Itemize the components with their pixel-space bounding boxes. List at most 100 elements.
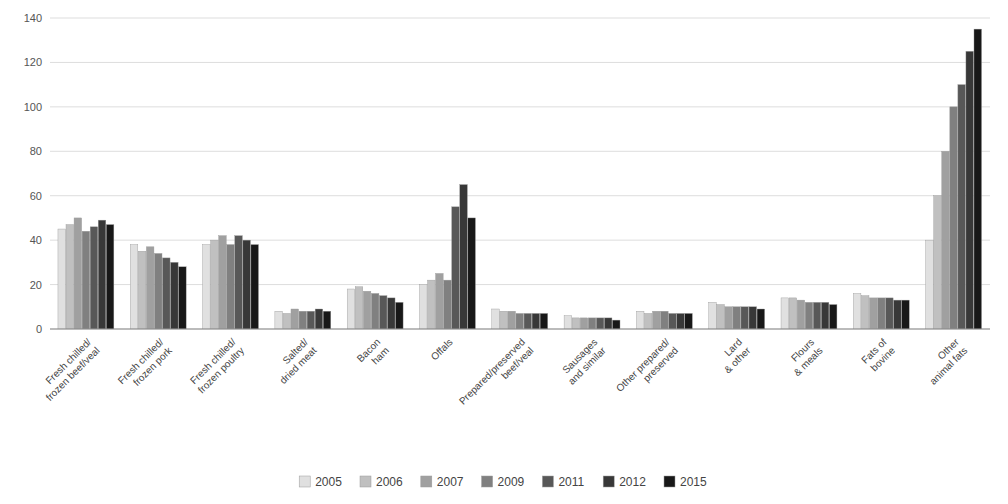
x-tick-label-line: frozen beef/veal xyxy=(44,345,102,403)
bar xyxy=(396,302,404,329)
bar xyxy=(516,313,524,329)
bar xyxy=(813,302,821,329)
x-axis-line xyxy=(50,329,990,330)
bar xyxy=(580,318,588,329)
bar xyxy=(98,220,106,329)
bar xyxy=(74,218,82,329)
bar xyxy=(878,298,886,329)
grid-line xyxy=(50,329,990,330)
bar xyxy=(677,313,685,329)
y-tick-label: 120 xyxy=(24,56,42,68)
y-tick-label: 20 xyxy=(30,279,42,291)
x-tick-label-line: & meals xyxy=(791,345,824,378)
legend-swatch xyxy=(299,476,310,487)
y-tick-label: 100 xyxy=(24,101,42,113)
bar xyxy=(355,287,363,329)
bar xyxy=(179,267,187,329)
x-tick-label-line: ham xyxy=(369,345,391,367)
legend-swatch xyxy=(542,476,553,487)
x-tick-label: Salted/dried meat xyxy=(269,336,319,386)
x-tick-label: Lard& other xyxy=(713,336,753,376)
grid-line xyxy=(50,62,990,63)
y-tick-label: 0 xyxy=(36,323,42,335)
bar xyxy=(154,253,162,329)
bar xyxy=(685,313,693,329)
legend-label: 2009 xyxy=(498,475,525,489)
bar xyxy=(347,289,355,329)
bar xyxy=(781,298,789,329)
x-tick-label: Fresh chilled/frozen pork xyxy=(116,336,175,395)
x-tick-label: Otheranimal fats xyxy=(919,336,970,387)
bar xyxy=(966,51,974,329)
x-tick-label: Prepared/preservedbeef/veal xyxy=(457,336,536,415)
x-tick-label: Fats ofbovine xyxy=(859,336,897,374)
bars xyxy=(58,29,982,329)
bar xyxy=(203,245,211,329)
legend-swatch xyxy=(360,476,371,487)
bar xyxy=(805,302,813,329)
bar xyxy=(130,245,138,329)
grid-line xyxy=(50,151,990,152)
bar xyxy=(162,258,170,329)
chart: 020406080100120140Fresh chilled/frozen b… xyxy=(0,0,1008,504)
x-tick-label-line: frozen poultry xyxy=(196,345,247,396)
bar xyxy=(950,107,958,329)
bar xyxy=(861,296,869,329)
bar xyxy=(211,240,219,329)
bar xyxy=(428,280,436,329)
bar xyxy=(869,298,877,329)
bar xyxy=(564,316,572,329)
legend-swatch xyxy=(603,476,614,487)
x-tick-label: Flours& meals xyxy=(783,336,825,378)
x-tick-label: Sausagesand similar xyxy=(557,336,608,387)
grid-line xyxy=(50,284,990,285)
bar xyxy=(524,313,532,329)
bar xyxy=(725,307,733,329)
legend-swatch xyxy=(421,476,432,487)
bar xyxy=(291,309,299,329)
x-tick-label-line: dried meat xyxy=(277,345,318,386)
bar xyxy=(82,231,90,329)
bar xyxy=(315,309,323,329)
bar xyxy=(283,313,291,329)
x-tick-label: Offals xyxy=(429,336,455,362)
bar xyxy=(926,240,934,329)
bar xyxy=(540,313,548,329)
grid-line xyxy=(50,106,990,107)
bar xyxy=(444,280,452,329)
legend-swatch xyxy=(482,476,493,487)
x-tick-label: Fresh chilled/frozen beef/veal xyxy=(35,336,102,403)
bar xyxy=(363,291,371,329)
bar xyxy=(460,185,468,329)
legend: 2005200620072009201120122015 xyxy=(299,475,707,489)
x-tick-label-line: frozen pork xyxy=(131,344,175,388)
x-tick-label: Fresh chilled/frozen poultry xyxy=(187,336,246,395)
bar xyxy=(958,85,966,329)
bar xyxy=(974,29,982,329)
bar xyxy=(588,318,596,329)
bar xyxy=(653,311,661,329)
bar xyxy=(636,311,644,329)
bar xyxy=(323,311,331,329)
bar xyxy=(596,318,604,329)
x-tick-label-line: preserved xyxy=(641,345,680,384)
x-tick-label: Other prepared/preserved xyxy=(614,336,680,402)
bar xyxy=(644,313,652,329)
x-tick-label-line: and similar xyxy=(566,344,608,386)
bar xyxy=(171,262,179,329)
bar xyxy=(90,227,98,329)
bar xyxy=(902,300,910,329)
x-tick-label-line: Offals xyxy=(429,336,455,362)
bar xyxy=(275,311,283,329)
bar xyxy=(572,318,580,329)
legend-label: 2007 xyxy=(437,475,464,489)
bar xyxy=(371,293,379,329)
bar xyxy=(106,225,114,329)
legend-label: 2015 xyxy=(680,475,707,489)
bar xyxy=(500,311,508,329)
legend-label: 2012 xyxy=(619,475,646,489)
y-tick-label: 60 xyxy=(30,190,42,202)
bar xyxy=(741,307,749,329)
bar xyxy=(532,313,540,329)
bar xyxy=(235,236,243,329)
